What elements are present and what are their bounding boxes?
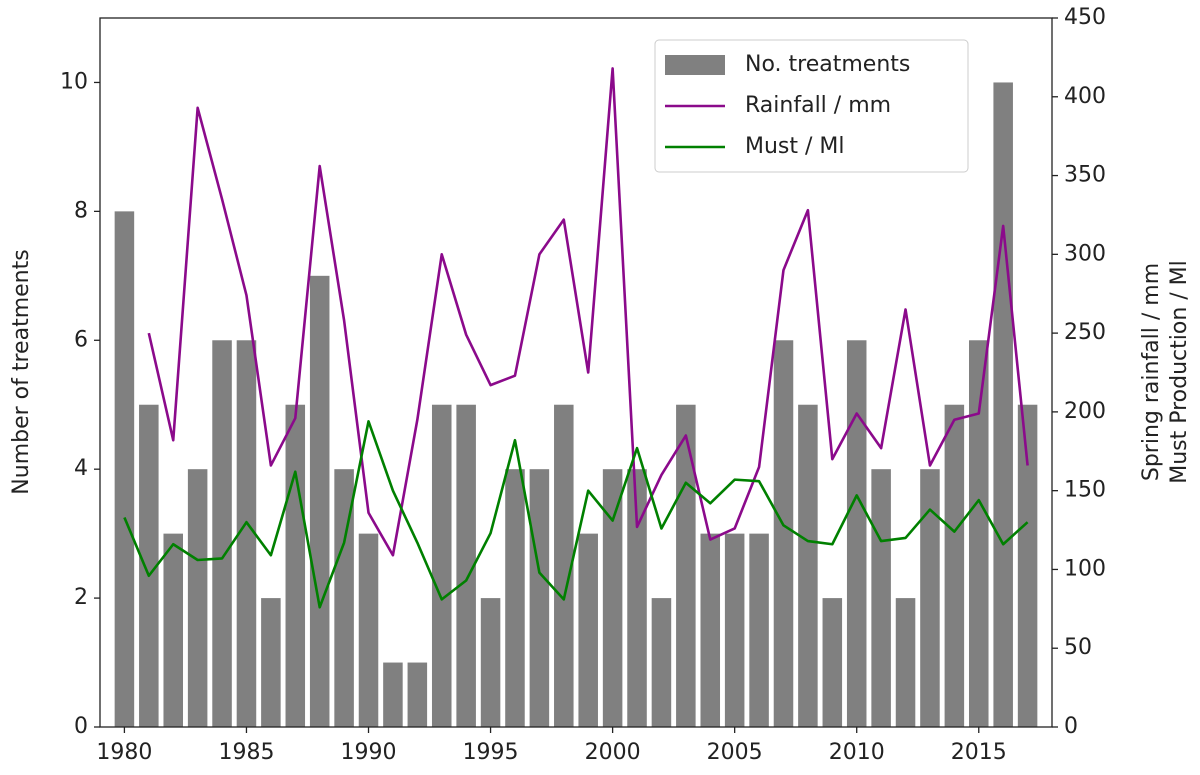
x-tick-label: 2015 (951, 740, 1007, 765)
legend-label: Must / Ml (745, 134, 845, 159)
bar (871, 469, 891, 727)
x-tick-label: 1985 (218, 740, 274, 765)
y-tick-label: 0 (74, 714, 88, 739)
y2-axis-label: Spring rainfall / mm (1139, 263, 1164, 481)
legend-label: No. treatments (745, 52, 910, 77)
bar (187, 469, 208, 727)
bar (627, 469, 647, 727)
y-tick-label: 8 (74, 198, 88, 223)
plot-frame (99, 17, 1053, 728)
y2-tick-label: 100 (1064, 556, 1106, 581)
x-tick-label: 2005 (707, 740, 763, 765)
bar (798, 404, 818, 727)
y2-tick-label: 0 (1064, 714, 1078, 739)
bar (431, 404, 452, 727)
bar (480, 598, 501, 727)
bar (822, 598, 843, 727)
bar (944, 404, 965, 727)
bar (358, 533, 379, 727)
line (147, 67, 1029, 557)
bar (505, 469, 525, 727)
bar (651, 598, 672, 727)
bar (309, 275, 330, 727)
bar (846, 340, 867, 727)
bar (529, 469, 550, 727)
bar (285, 404, 306, 727)
bar (236, 340, 257, 727)
x-tick-label: 2010 (829, 740, 885, 765)
y2-tick-label: 400 (1064, 84, 1106, 109)
x-tick-label: 1990 (341, 740, 397, 765)
y2-tick-label: 350 (1064, 163, 1106, 188)
bar (993, 82, 1013, 728)
y-tick-label: 2 (74, 585, 88, 610)
y-tick-label: 4 (74, 456, 88, 481)
bar (383, 662, 403, 727)
bar (334, 469, 354, 727)
y-tick-label: 6 (74, 327, 88, 352)
legend-swatch (665, 55, 725, 75)
y2-tick-label: 50 (1064, 635, 1092, 660)
line (123, 420, 1029, 609)
bar (407, 662, 428, 727)
y2-tick-label: 200 (1064, 399, 1106, 424)
bar (969, 340, 989, 727)
bar (114, 211, 135, 727)
bar (920, 469, 940, 727)
bar (578, 533, 598, 727)
bar (749, 533, 769, 727)
x-tick-label: 2000 (585, 740, 641, 765)
x-tick-label: 1980 (96, 740, 152, 765)
bar (700, 533, 721, 727)
bar (724, 533, 745, 727)
bar (456, 404, 476, 727)
y2-tick-label: 300 (1064, 241, 1106, 266)
y2-tick-label: 250 (1064, 320, 1106, 345)
y2-tick-label: 150 (1064, 478, 1106, 503)
bar (261, 598, 281, 727)
bar (602, 469, 623, 727)
y2-tick-label: 450 (1064, 5, 1106, 30)
bar (676, 404, 696, 727)
x-tick-label: 1995 (463, 740, 519, 765)
bar (554, 404, 574, 727)
bar (212, 340, 232, 727)
bar (139, 404, 159, 727)
bar (163, 533, 183, 727)
bar (1017, 404, 1038, 727)
bar (773, 340, 794, 727)
y-axis-label: Number of treatments (9, 249, 34, 494)
legend-box (654, 39, 969, 173)
y2-axis-label: Must Production / Ml (1167, 260, 1192, 484)
y-tick-label: 10 (60, 69, 88, 94)
bar (895, 598, 916, 727)
legend-label: Rainfall / mm (745, 93, 891, 118)
